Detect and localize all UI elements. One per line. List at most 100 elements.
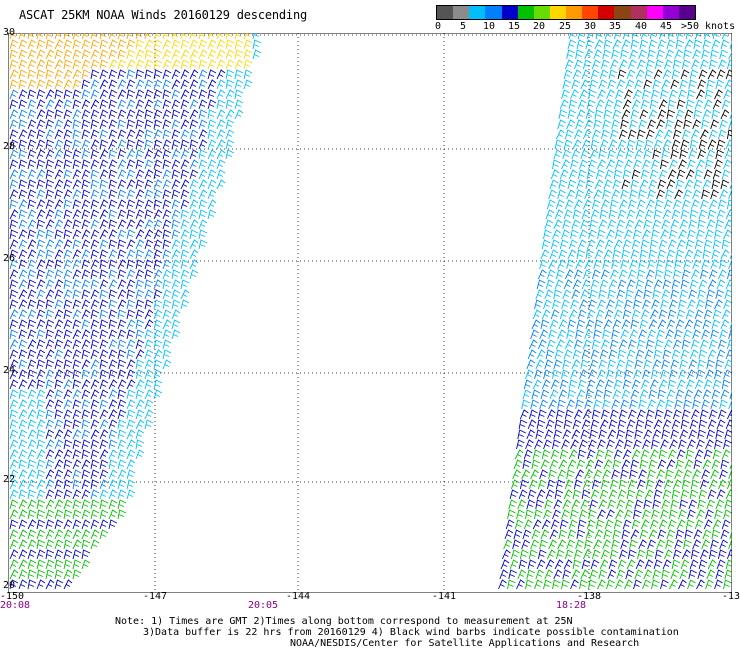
wind-barb: [608, 69, 618, 80]
wind-barb: [528, 479, 538, 490]
wind-barb: [216, 99, 226, 110]
wind-barb: [54, 449, 64, 460]
wind-barb: [189, 229, 199, 240]
wind-barb: [705, 369, 714, 380]
wind-barb: [216, 139, 226, 150]
wind-barb: [36, 129, 46, 140]
wind-barb: [243, 59, 253, 70]
wind-barb: [126, 349, 136, 360]
wind-barb: [723, 229, 732, 240]
wind-barb: [63, 239, 73, 250]
wind-barb: [171, 249, 181, 260]
wind-barb: [705, 299, 714, 310]
wind-barb: [45, 459, 55, 470]
wind-barb: [9, 159, 19, 170]
wind-barb: [631, 519, 641, 530]
wind-barb: [660, 579, 669, 590]
wind-barb: [724, 429, 732, 440]
wind-barb: [36, 279, 46, 290]
wind-barb: [27, 439, 37, 450]
wind-barb: [126, 39, 136, 50]
wind-barb: [207, 49, 217, 60]
wind-barb: [18, 299, 28, 310]
wind-barb: [620, 189, 629, 200]
wind-barb: [622, 33, 632, 40]
wind-barb: [635, 349, 645, 360]
wind-barb: [54, 339, 64, 350]
wind-barb: [162, 229, 172, 240]
wind-barb: [54, 129, 64, 140]
wind-barb: [81, 219, 91, 230]
wind-barb: [616, 149, 626, 160]
wind-barb: [667, 449, 677, 460]
wind-barb: [90, 229, 100, 240]
wind-barb: [180, 279, 190, 290]
wind-barb: [653, 279, 663, 290]
wind-barb: [594, 179, 604, 190]
wind-barb: [604, 169, 614, 180]
wind-barb: [634, 429, 643, 440]
wind-barb: [715, 499, 725, 510]
wind-barb: [674, 329, 683, 340]
wind-barb: [703, 519, 713, 530]
wind-barb: [54, 559, 64, 570]
wind-barb: [90, 39, 100, 50]
wind-barb: [9, 119, 19, 130]
wind-barb: [616, 219, 626, 230]
wind-barb: [531, 459, 541, 470]
wind-barb: [612, 459, 622, 470]
wind-barb: [153, 239, 163, 250]
wind-barb: [45, 269, 55, 280]
wind-barb: [559, 519, 569, 530]
wind-barb: [586, 449, 596, 460]
wind-barb: [54, 579, 64, 590]
wind-barb: [557, 189, 566, 200]
wind-barb: [27, 79, 37, 90]
wind-barb: [567, 249, 577, 260]
wind-barb: [591, 269, 601, 280]
wind-barb: [518, 489, 528, 500]
wind-barb: [36, 559, 46, 570]
wind-barb: [672, 339, 682, 350]
wind-barb: [189, 239, 199, 250]
wind-barb: [710, 119, 719, 130]
wind-barb: [618, 339, 628, 350]
wind-barb: [45, 519, 55, 530]
wind-barb: [624, 229, 633, 240]
wind-barb: [36, 99, 46, 110]
wind-barb: [711, 319, 721, 330]
wind-barb: [153, 89, 163, 100]
wind-barb: [9, 549, 19, 560]
wind-barb: [18, 209, 28, 220]
wind-barb: [153, 159, 163, 170]
wind-barb: [45, 249, 55, 260]
wind-barb: [549, 459, 559, 470]
wind-barb: [9, 59, 19, 70]
wind-barb: [715, 289, 725, 300]
wind-barb: [126, 149, 136, 160]
wind-barb: [189, 69, 199, 80]
wind-barb: [72, 33, 81, 40]
wind-barb: [108, 489, 118, 500]
wind-barb: [688, 79, 697, 90]
wind-barb: [198, 79, 208, 90]
wind-barb: [162, 209, 172, 220]
wind-barb: [604, 519, 614, 530]
lat-label-20: 20: [3, 580, 16, 591]
wind-barb: [18, 329, 28, 340]
wind-barb: [584, 49, 593, 60]
wind-barb: [663, 269, 673, 280]
wind-barb: [568, 379, 578, 390]
wind-barb: [27, 169, 37, 180]
wind-barb: [716, 279, 726, 290]
wind-barb: [171, 229, 181, 240]
wind-barb: [126, 259, 136, 270]
wind-barb: [575, 189, 584, 200]
wind-barb: [687, 369, 696, 380]
wind-barb: [728, 119, 732, 130]
wind-barb: [644, 209, 654, 220]
wind-barb: [90, 289, 100, 300]
wind-barb: [18, 439, 28, 450]
wind-barb: [711, 109, 721, 120]
wind-barb: [63, 369, 73, 380]
